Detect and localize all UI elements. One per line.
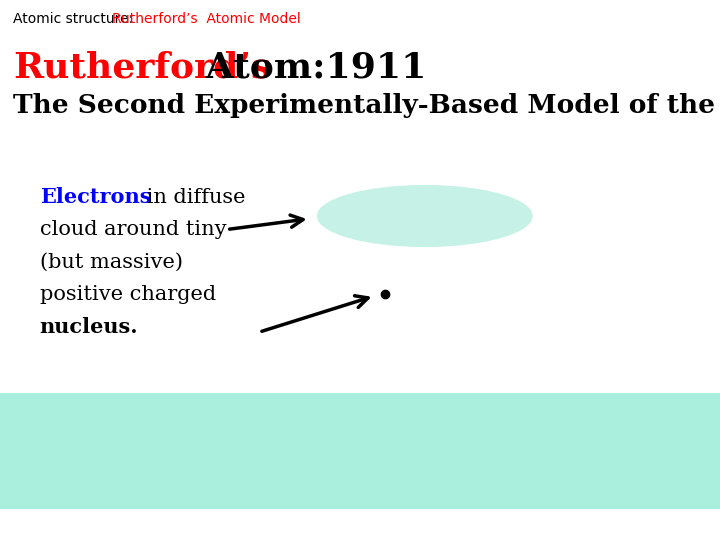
Bar [0, 393, 720, 509]
Text: in diffuse: in diffuse [140, 187, 246, 207]
Text: nucleus.: nucleus. [40, 316, 138, 337]
Text: Atom:1911: Atom:1911 [193, 51, 426, 84]
Text: positive charged: positive charged [40, 285, 216, 304]
Ellipse shape [317, 185, 533, 247]
Text: Electrons: Electrons [40, 187, 151, 207]
Text: cloud around tiny: cloud around tiny [40, 220, 226, 239]
Text: Rutherford’s  Atomic Model: Rutherford’s Atomic Model [112, 12, 300, 26]
Text: Atomic structure:: Atomic structure: [13, 12, 142, 26]
Text: The Second Experimentally-Based Model of the Atom: The Second Experimentally-Based Model of… [13, 93, 720, 118]
Text: (but massive): (but massive) [40, 252, 183, 272]
Text: Rutherford’s: Rutherford’s [13, 51, 271, 84]
